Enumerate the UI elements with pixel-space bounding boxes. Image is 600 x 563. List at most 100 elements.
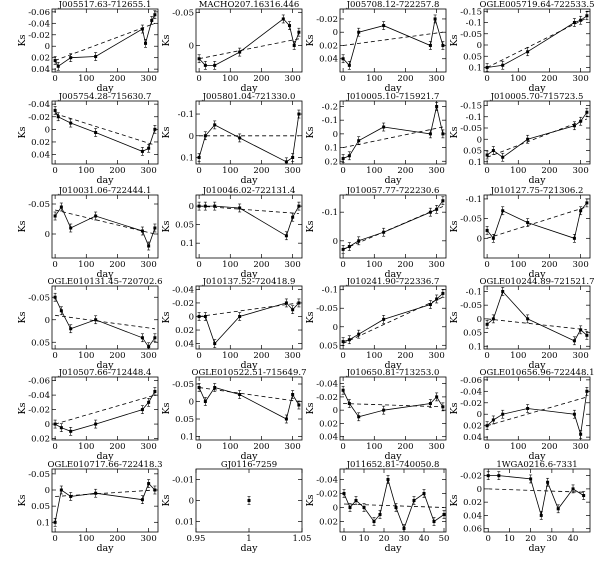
x-tick-label: 0 — [486, 534, 491, 544]
data-point — [546, 480, 550, 484]
data-point — [69, 494, 73, 498]
plot-frame — [483, 100, 591, 165]
y-tick-label: -0.06 — [28, 8, 50, 18]
panel-title: J010057.77-722230.6 — [346, 186, 440, 196]
data-point — [284, 234, 288, 238]
y-tick-label: 0.05 — [463, 147, 482, 157]
series-line — [198, 387, 300, 420]
x-tick-label: 0 — [484, 442, 489, 452]
data-point — [284, 417, 288, 421]
data-layer — [53, 292, 157, 349]
panel: J005801.04-721330.00 100 200 300-0.100.1day… — [161, 92, 303, 186]
data-point — [69, 121, 73, 125]
y-tick-label: -0.05 — [460, 215, 482, 225]
data-point — [153, 389, 157, 393]
x-tick-label: 0 — [196, 166, 201, 176]
plot-frame — [339, 8, 447, 73]
y-tick-label: 0 — [333, 406, 338, 416]
data-point — [382, 408, 386, 412]
y-tick-label: -0.05 — [172, 380, 194, 390]
y-tick-label: 0.1 — [468, 158, 482, 168]
plot-frame — [51, 100, 159, 165]
data-point — [582, 494, 586, 498]
y-tick-label: -0.02 — [28, 31, 50, 41]
y-tick-label: 0.1 — [324, 144, 338, 154]
series-line — [198, 18, 300, 66]
panel: OGLE010717.66-722418.30 100 200 300-0.0500.… — [17, 460, 163, 554]
x-axis-label: day — [384, 269, 402, 280]
data-point — [501, 412, 505, 416]
trend-line — [54, 394, 156, 425]
plot-frame — [339, 376, 447, 441]
x-axis-label: day — [528, 269, 546, 280]
y-tick-label: -0.06 — [460, 376, 482, 386]
y-tick-label: -0.1 — [466, 19, 482, 29]
y-tick-label: 0.05 — [31, 502, 50, 512]
x-tick-label: 100 — [510, 260, 526, 270]
x-tick-label: 300 — [429, 166, 445, 176]
data-point — [238, 206, 242, 210]
y-tick-label: -0.02 — [316, 490, 338, 500]
data-layer — [197, 383, 301, 424]
x-tick-label: 300 — [573, 351, 589, 361]
y-tick-label: 0.02 — [31, 54, 50, 64]
x-tick-label: 0 — [484, 74, 489, 84]
x-axis-label: day — [240, 269, 258, 280]
y-tick-label: 0.1 — [180, 433, 194, 443]
panel-title: OGLE010717.66-722418.3 — [47, 460, 162, 470]
y-axis-label: Ks — [17, 126, 28, 138]
panel-title: J010046.02-722131.4 — [202, 186, 296, 196]
trend-line — [199, 38, 299, 60]
series-line — [342, 18, 444, 67]
y-tick-label: 0 — [189, 132, 194, 142]
plot-frame — [339, 468, 447, 533]
data-point — [501, 155, 505, 159]
data-point — [579, 432, 583, 436]
data-point — [386, 478, 390, 481]
x-tick-label: 300 — [573, 74, 589, 84]
data-point — [94, 318, 98, 322]
y-tick-label: 0 — [45, 316, 50, 326]
x-tick-label: 0 — [340, 166, 345, 176]
y-tick-label: -0.15 — [460, 102, 482, 112]
data-point — [288, 24, 292, 28]
series-line — [54, 110, 156, 152]
data-point — [147, 482, 151, 486]
y-tick-label: -0.04 — [28, 19, 50, 29]
y-tick-label: 0.05 — [31, 338, 50, 348]
y-tick-label: 0.05 — [463, 329, 482, 339]
data-point — [347, 154, 351, 158]
data-point — [441, 291, 445, 295]
y-tick-label: 0 — [189, 497, 194, 507]
data-point — [382, 317, 386, 321]
data-point — [556, 507, 560, 511]
y-axis-label: Ks — [305, 402, 316, 414]
data-point — [485, 153, 489, 157]
data-point — [402, 527, 406, 530]
y-tick-label: -0.1 — [322, 116, 338, 126]
panel: OGLE010522.51-715649.70 100 200 300-0.0500.… — [161, 368, 307, 462]
y-tick-label: 0 — [189, 398, 194, 408]
y-tick-label: 0.04 — [463, 511, 482, 521]
x-tick-label: 200 — [109, 166, 125, 176]
y-tick-label: -0.01 — [172, 476, 194, 486]
x-tick-label: 0 — [196, 442, 201, 452]
plot-frame — [483, 468, 591, 533]
y-tick-label: 0 — [189, 202, 194, 212]
data-point — [572, 412, 576, 416]
y-tick-label: -0.1 — [322, 286, 338, 296]
data-point — [213, 63, 217, 67]
x-tick-label: 0 — [341, 534, 346, 544]
data-point — [372, 520, 376, 523]
y-tick-label: -0.05 — [316, 304, 338, 314]
panel-title: OGLE010522.51-715649.7 — [191, 368, 306, 378]
data-layer — [53, 387, 157, 436]
data-point — [203, 400, 207, 403]
x-tick-label: 200 — [541, 74, 557, 84]
data-point — [94, 491, 98, 495]
data-point — [59, 205, 63, 209]
data-layer — [485, 287, 589, 346]
y-tick-label: 0.04 — [31, 151, 50, 161]
data-point — [56, 64, 60, 68]
x-tick-label: 300 — [573, 442, 589, 452]
